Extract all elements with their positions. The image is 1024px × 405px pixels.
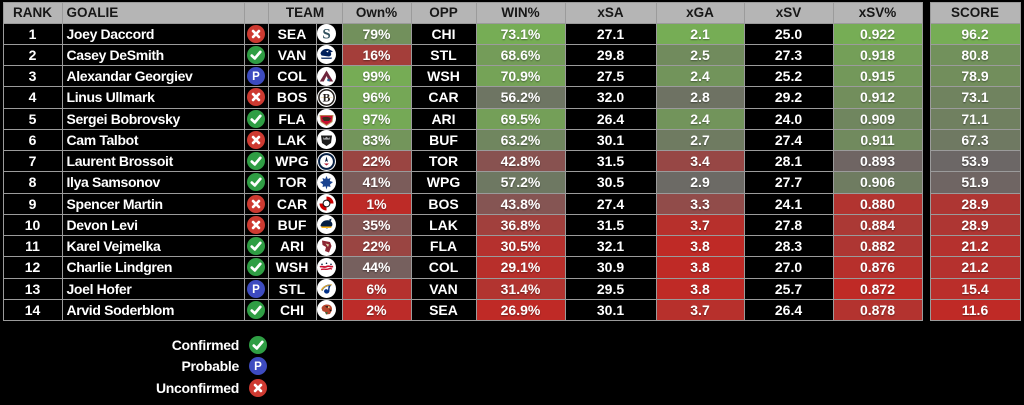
svg-text:B: B <box>323 92 331 104</box>
svg-text:P: P <box>252 71 260 83</box>
svg-text:S: S <box>322 27 330 43</box>
svg-text:P: P <box>252 284 260 296</box>
svg-text:P: P <box>254 361 262 373</box>
